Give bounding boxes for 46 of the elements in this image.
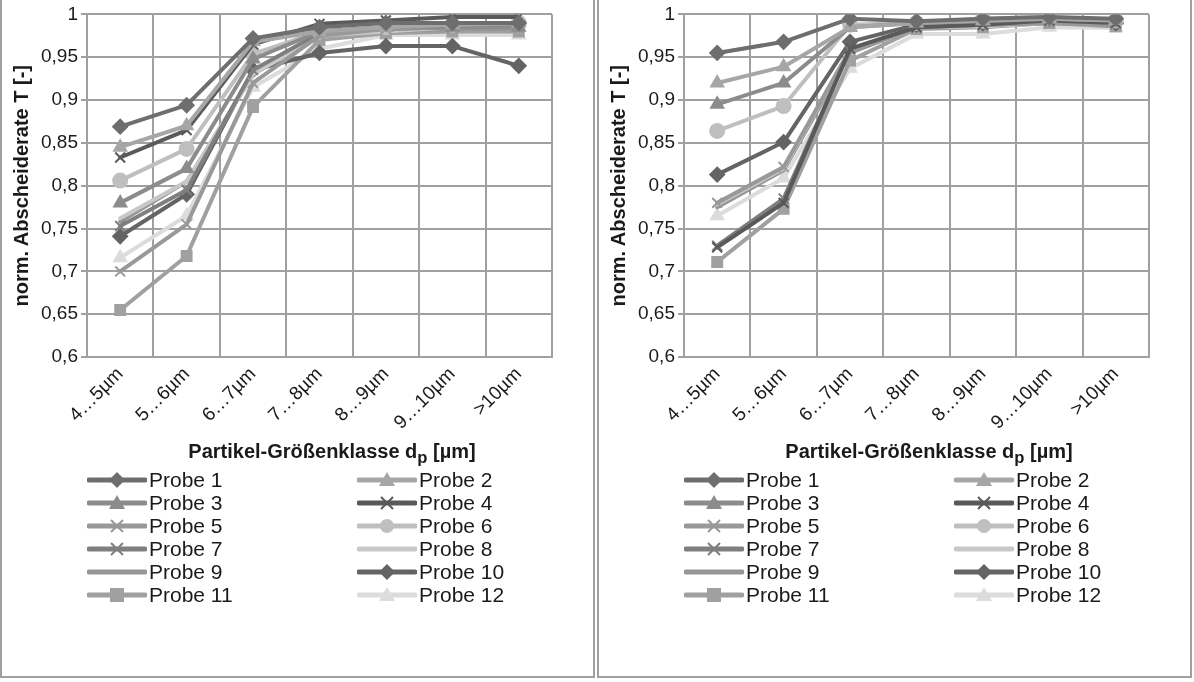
legend-label: Probe 12 xyxy=(419,582,505,607)
y-tick-label: 0,85 xyxy=(638,131,675,153)
y-tick-label: 0,75 xyxy=(638,216,675,238)
legend-label: Probe 2 xyxy=(1016,467,1090,492)
y-tick-label: 0,75 xyxy=(41,216,78,238)
y-tick-label: 0,8 xyxy=(51,173,78,195)
y-tick-label: 0,6 xyxy=(51,345,78,367)
legend-label: Probe 4 xyxy=(1016,490,1090,515)
y-tick-label: 0,95 xyxy=(638,45,675,67)
y-tick-label: 0,6 xyxy=(648,345,675,367)
y-axis-title: norm. Abscheiderate T [-] xyxy=(606,64,629,307)
y-tick-label: 0,7 xyxy=(51,259,78,281)
legend-label: Probe 9 xyxy=(149,559,223,584)
legend-label: Probe 10 xyxy=(419,559,505,584)
legend-label: Probe 5 xyxy=(149,513,223,538)
legend-label: Probe 7 xyxy=(149,536,223,561)
y-axis-title: norm. Abscheiderate T [-] xyxy=(9,64,32,307)
legend-label: Probe 9 xyxy=(746,559,820,584)
legend-label: Probe 2 xyxy=(419,467,493,492)
y-tick-label: 0,65 xyxy=(41,302,78,324)
y-tick-label: 0,85 xyxy=(41,131,78,153)
legend-label: Probe 1 xyxy=(746,467,820,492)
legend-label: Probe 4 xyxy=(419,490,493,515)
legend-label: Probe 3 xyxy=(746,490,820,515)
legend-label: Probe 11 xyxy=(149,582,233,607)
y-tick-label: 0,9 xyxy=(51,88,78,110)
y-tick-label: 0,9 xyxy=(648,88,675,110)
legend-label: Probe 6 xyxy=(419,513,493,538)
y-tick-label: 0,95 xyxy=(41,45,78,67)
legend-label: Probe 1 xyxy=(149,467,223,492)
legend-label: Probe 6 xyxy=(1016,513,1090,538)
legend-label: Probe 8 xyxy=(1016,536,1090,561)
legend-label: Probe 3 xyxy=(149,490,223,515)
x-axis-title: Partikel-Größenklasse d$_{p}$ [µm] xyxy=(187,440,477,468)
legend-label: Probe 8 xyxy=(419,536,493,561)
legend-label: Probe 5 xyxy=(746,513,820,538)
legend-label: Probe 11 xyxy=(746,582,830,607)
y-tick-label: 0,65 xyxy=(638,302,675,324)
legend-label: Probe 12 xyxy=(1016,582,1102,607)
y-tick-label: 1 xyxy=(664,2,675,24)
y-tick-label: 0,7 xyxy=(648,259,675,281)
y-tick-label: 1 xyxy=(67,2,78,24)
legend-label: Probe 10 xyxy=(1016,559,1102,584)
x-axis-title: Partikel-Größenklasse d$_{p}$ [µm] xyxy=(784,440,1074,468)
legend-label: Probe 7 xyxy=(746,536,820,561)
y-tick-label: 0,8 xyxy=(648,173,675,195)
